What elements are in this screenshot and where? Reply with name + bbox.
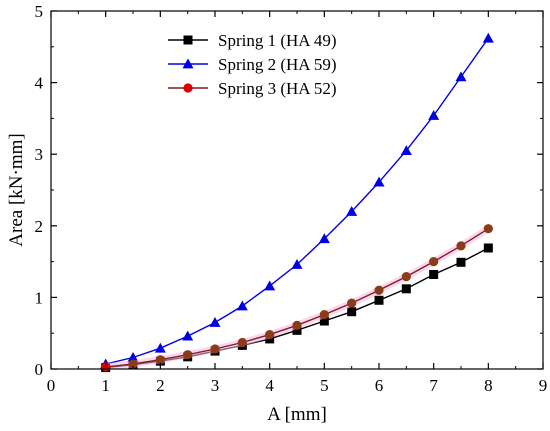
legend-item: Spring 2 (HA 59): [168, 55, 337, 74]
legend-marker: [183, 83, 193, 93]
legend-label: Spring 2 (HA 59): [218, 55, 337, 74]
series-3-point: [183, 350, 193, 360]
x-tick-label: 8: [484, 376, 493, 395]
y-axis-title: Area [kN·mm]: [6, 133, 27, 246]
legend-item: Spring 1 (HA 49): [168, 31, 337, 50]
series-2: [100, 32, 494, 369]
y-tick-label: 0: [35, 360, 44, 379]
legend-marker: [183, 35, 193, 45]
ticks-layer: 0 1 2 3 4 5 6 7 8 9 0 1 2 3 4 5: [35, 2, 548, 395]
legend: Spring 1 (HA 49) Spring 2 (HA 59) Spring 3…: [168, 31, 337, 98]
y-tick-label: 1: [35, 288, 44, 307]
x-tick-label: 5: [320, 376, 329, 395]
series-2-point: [346, 205, 358, 216]
series-3-point: [155, 355, 165, 365]
series-2-point: [127, 352, 139, 362]
series-1-point: [374, 295, 384, 305]
series-3-point: [265, 330, 275, 340]
x-tick-label: 1: [101, 376, 110, 395]
series-3-line: [105, 228, 489, 368]
series-2-point: [482, 32, 494, 43]
series-1-point: [347, 307, 357, 317]
series-3-point: [429, 257, 439, 267]
y-tick-label: 2: [35, 217, 44, 236]
x-tick-label: 3: [211, 376, 220, 395]
series-1-point: [292, 325, 302, 335]
legend-item: Spring 3 (HA 52): [168, 79, 337, 98]
series-3-point: [292, 320, 302, 330]
series-3-point: [128, 359, 138, 369]
series-2-point: [373, 176, 385, 187]
series-layer: [100, 32, 494, 373]
series-3-point: [347, 298, 357, 308]
series-1-point: [401, 284, 411, 294]
series-1-point: [319, 316, 329, 326]
series-2-point: [455, 71, 467, 82]
x-tick-label: 4: [265, 376, 274, 395]
legend-label: Spring 1 (HA 49): [218, 31, 337, 50]
series-3-point: [483, 224, 493, 234]
legend-label: Spring 3 (HA 52): [218, 79, 337, 98]
y-tick-label: 3: [35, 145, 44, 164]
series-2-point: [428, 110, 440, 120]
series-3: [101, 224, 493, 372]
series-3-point: [210, 344, 220, 354]
series-2-point: [154, 342, 166, 353]
series-3-point: [319, 309, 329, 320]
x-tick-label: 7: [429, 376, 438, 395]
x-axis-title: A [mm]: [267, 404, 327, 425]
series-2-point: [400, 145, 412, 156]
series-3-point: [237, 337, 247, 348]
x-tick-label: 2: [156, 376, 165, 395]
series-3-highlight: [105, 225, 491, 371]
x-tick-label: 6: [375, 376, 384, 395]
series-3-point: [456, 241, 466, 251]
series-2-point: [236, 300, 248, 311]
series-3-point: [374, 285, 384, 295]
series-2-point: [291, 258, 303, 269]
series-1-point: [456, 257, 466, 267]
legend-marker: [182, 58, 194, 69]
x-tick-label: 9: [539, 376, 548, 395]
y-tick-label: 4: [35, 74, 44, 93]
series-2-point: [182, 330, 194, 341]
series-2-point: [318, 233, 330, 244]
series-3-point: [401, 272, 411, 282]
x-tick-label: 0: [47, 376, 56, 395]
series-2-point: [264, 280, 276, 291]
series-2-point: [209, 316, 221, 327]
y-tick-label: 5: [35, 2, 44, 21]
series-1-point: [429, 269, 439, 279]
series-1-point: [483, 243, 493, 253]
